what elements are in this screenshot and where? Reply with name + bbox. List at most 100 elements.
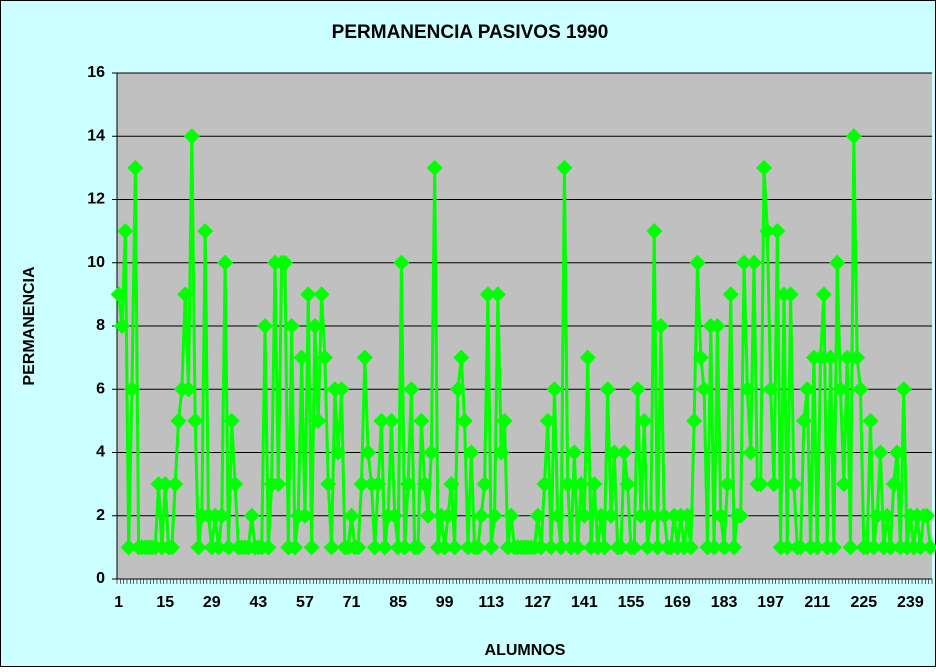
- data-point: [410, 539, 427, 556]
- data-point: [286, 539, 303, 556]
- data-point: [825, 539, 842, 556]
- data-point: [865, 539, 882, 556]
- x-tick-label: 15: [156, 594, 174, 611]
- data-point: [566, 444, 583, 461]
- data-point: [656, 507, 673, 524]
- data-point: [423, 444, 440, 461]
- data-point: [553, 539, 570, 556]
- data-point: [403, 381, 420, 398]
- data-point: [596, 539, 613, 556]
- data-point: [170, 412, 187, 429]
- x-tick-label: 211: [804, 594, 830, 611]
- x-tick-label: 113: [478, 594, 504, 611]
- data-point: [270, 476, 287, 493]
- x-tick-label: 29: [203, 594, 221, 611]
- data-point: [439, 507, 456, 524]
- data-point: [533, 539, 550, 556]
- data-point: [619, 476, 636, 493]
- data-point: [183, 128, 200, 145]
- data-point: [376, 539, 393, 556]
- x-tick-label: 1: [114, 594, 123, 611]
- data-point: [296, 507, 313, 524]
- data-point: [785, 476, 802, 493]
- data-point: [642, 507, 659, 524]
- data-point: [599, 381, 616, 398]
- data-point: [752, 476, 769, 493]
- data-point: [573, 476, 590, 493]
- data-point: [123, 381, 140, 398]
- data-point: [113, 318, 130, 334]
- y-tick-label: 4: [96, 444, 105, 461]
- data-point: [223, 412, 240, 429]
- data-point: [127, 159, 144, 176]
- data-point: [716, 539, 733, 556]
- data-point: [822, 349, 839, 366]
- data-point: [692, 349, 709, 366]
- data-point: [353, 476, 370, 493]
- data-point: [529, 507, 546, 524]
- data-point: [213, 507, 230, 524]
- data-point: [646, 223, 663, 240]
- x-tick-label: 99: [436, 594, 454, 611]
- data-point: [626, 539, 643, 556]
- data-point: [852, 381, 869, 398]
- data-point: [679, 507, 696, 524]
- data-point: [313, 286, 330, 303]
- data-point: [549, 507, 566, 524]
- y-tick-label: 0: [96, 570, 105, 587]
- data-point: [333, 381, 350, 398]
- y-tick-label: 14: [87, 127, 105, 144]
- data-point: [476, 476, 493, 493]
- data-point: [732, 507, 749, 524]
- data-point: [636, 412, 653, 429]
- data-point: [316, 349, 333, 366]
- x-tick-label: 225: [850, 594, 877, 611]
- data-point: [689, 254, 706, 271]
- data-point: [157, 476, 174, 493]
- data-point: [769, 223, 786, 240]
- data-point: [746, 254, 763, 271]
- data-point: [167, 476, 184, 493]
- data-point: [869, 507, 886, 524]
- data-point: [276, 254, 293, 271]
- data-point: [736, 254, 753, 271]
- data-point: [686, 412, 703, 429]
- data-point: [163, 539, 180, 556]
- data-point: [835, 476, 852, 493]
- data-point: [426, 159, 443, 176]
- data-point: [180, 381, 197, 398]
- data-point: [330, 444, 347, 461]
- data-point: [187, 412, 204, 429]
- data-point: [726, 539, 743, 556]
- data-point: [469, 539, 486, 556]
- data-point: [616, 444, 633, 461]
- data-point: [293, 349, 310, 366]
- data-point: [739, 381, 756, 398]
- data-point: [765, 476, 782, 493]
- data-point: [343, 507, 360, 524]
- data-point: [323, 539, 340, 556]
- data-point: [632, 507, 649, 524]
- data-point: [110, 286, 127, 303]
- data-point: [543, 539, 560, 556]
- y-axis-label: PERMANENCIA: [21, 266, 38, 386]
- data-point: [782, 286, 799, 303]
- data-point: [306, 318, 323, 334]
- data-point: [539, 412, 556, 429]
- data-point: [283, 318, 300, 334]
- data-point: [120, 539, 137, 556]
- data-point: [792, 539, 809, 556]
- data-point: [257, 318, 274, 334]
- data-point: [243, 507, 260, 524]
- data-point: [483, 539, 500, 556]
- data-point: [449, 381, 466, 398]
- x-tick-label: 127: [524, 594, 551, 611]
- data-point: [652, 318, 669, 334]
- x-tick-label: 239: [897, 594, 924, 611]
- data-point: [493, 444, 510, 461]
- data-point: [320, 476, 337, 493]
- data-point: [815, 286, 832, 303]
- data-point: [709, 318, 726, 334]
- data-point: [712, 507, 729, 524]
